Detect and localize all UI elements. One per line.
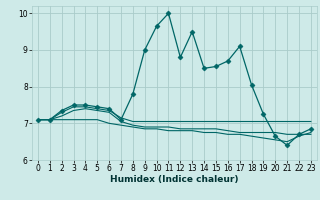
X-axis label: Humidex (Indice chaleur): Humidex (Indice chaleur) bbox=[110, 175, 239, 184]
